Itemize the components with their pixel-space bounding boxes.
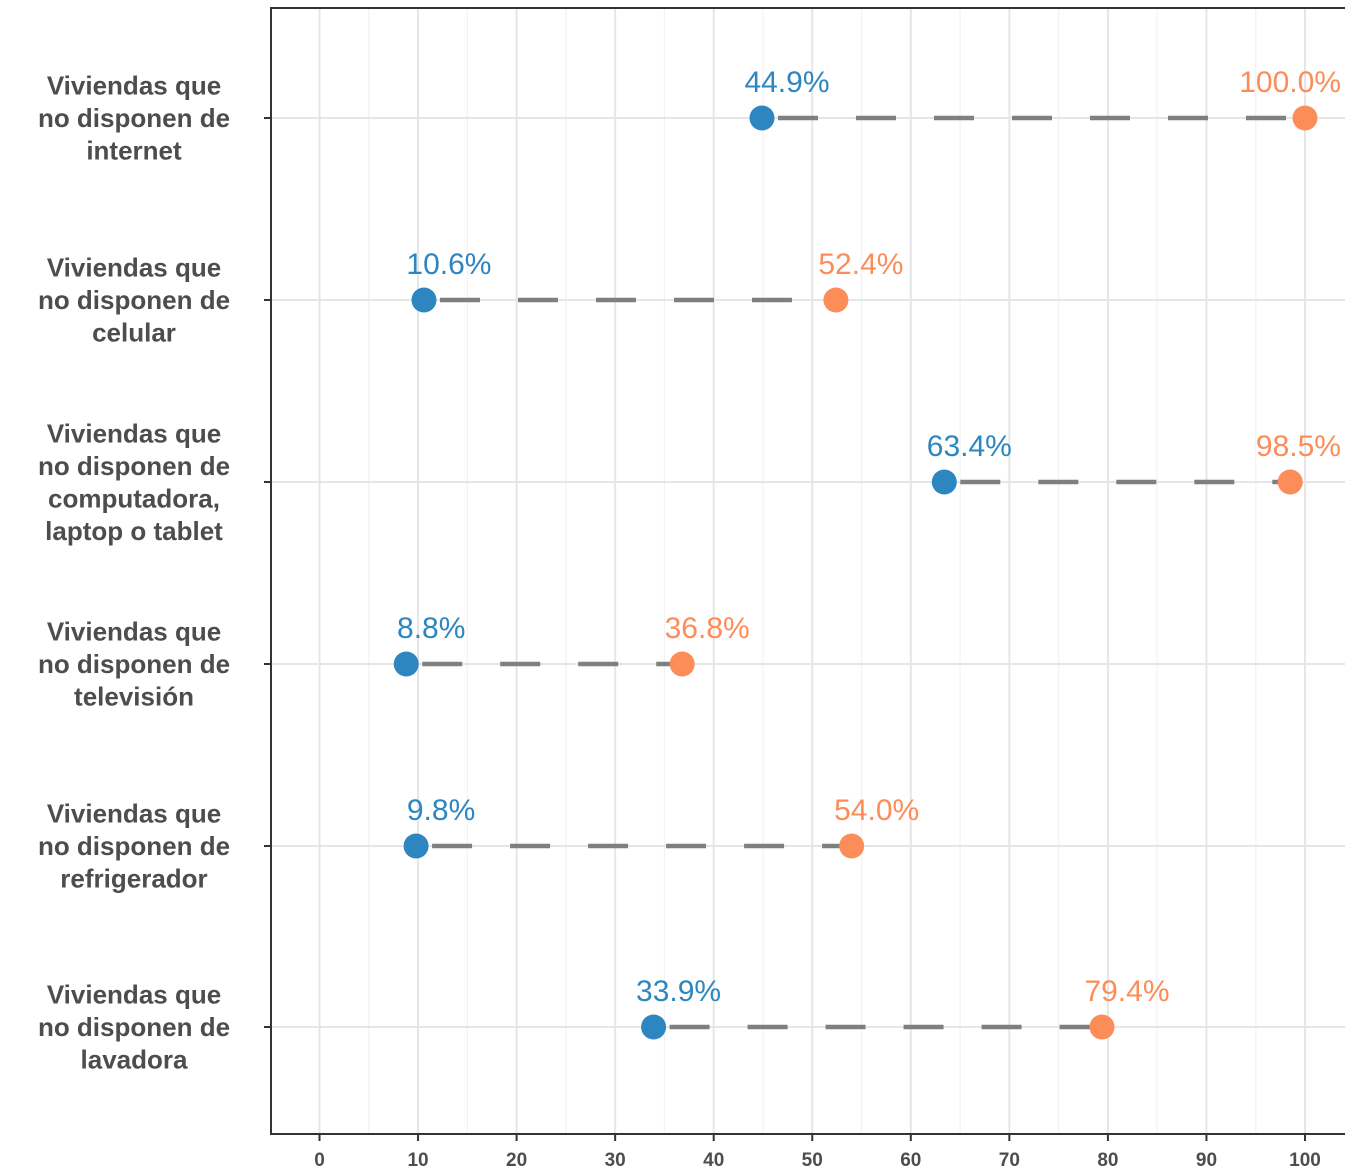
x-tick-label: 0 — [314, 1150, 325, 1168]
x-tick-label: 50 — [802, 1150, 823, 1168]
category-label: Viviendas que no disponen de computadora, l… — [38, 418, 230, 546]
low-value-label: 44.9% — [744, 66, 829, 99]
panel-border — [270, 7, 1345, 1135]
high-value-label: 100.0% — [1239, 66, 1341, 99]
high-value-label: 79.4% — [1084, 975, 1169, 1008]
category-label: Viviendas que no disponen de celular — [38, 253, 230, 348]
low-value-label: 8.8% — [397, 612, 465, 645]
category-label: Viviendas que no disponen de refrigerador — [38, 799, 230, 894]
x-tick-label: 40 — [703, 1150, 724, 1168]
low-point — [403, 833, 429, 859]
x-tick-label: 10 — [407, 1150, 428, 1168]
low-point — [641, 1014, 667, 1040]
low-value-label: 33.9% — [636, 975, 721, 1008]
high-point — [669, 651, 695, 677]
x-tick-label: 90 — [1196, 1150, 1217, 1168]
high-point — [823, 287, 849, 313]
high-value-label: 52.4% — [818, 248, 903, 281]
low-point — [931, 469, 957, 495]
high-value-label: 36.8% — [665, 612, 750, 645]
x-tick-label: 60 — [900, 1150, 921, 1168]
x-tick-label: 70 — [999, 1150, 1020, 1168]
category-label: Viviendas que no disponen de lavadora — [38, 980, 230, 1075]
low-point — [411, 287, 437, 313]
low-point — [749, 105, 775, 131]
category-label: Viviendas que no disponen de internet — [38, 71, 230, 166]
x-tick-label: 80 — [1097, 1150, 1118, 1168]
x-tick-label: 100 — [1289, 1150, 1321, 1168]
low-value-label: 9.8% — [407, 794, 475, 827]
high-point — [1292, 105, 1318, 131]
low-value-label: 10.6% — [406, 248, 491, 281]
high-point — [1277, 469, 1303, 495]
high-point — [839, 833, 865, 859]
category-label: Viviendas que no disponen de televisión — [38, 617, 230, 712]
high-value-label: 54.0% — [834, 794, 919, 827]
high-value-label: 98.5% — [1256, 430, 1341, 463]
high-point — [1089, 1014, 1115, 1040]
x-tick-label: 20 — [506, 1150, 527, 1168]
x-tick-label: 30 — [605, 1150, 626, 1168]
low-value-label: 63.4% — [927, 430, 1012, 463]
low-point — [393, 651, 419, 677]
